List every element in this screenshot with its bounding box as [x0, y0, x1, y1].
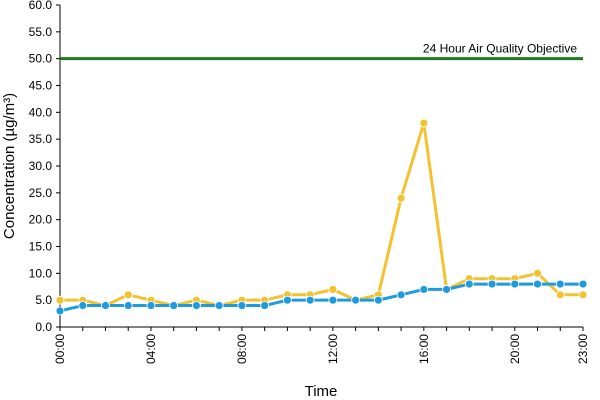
series-2-point: [55, 306, 65, 316]
series-1-point: [533, 268, 542, 278]
y-tick-label: 10.0: [29, 266, 53, 280]
series-2-point: [442, 285, 451, 294]
series-2-point: [419, 285, 429, 294]
series-2-point: [464, 279, 474, 289]
series-2-point: [328, 295, 338, 305]
series-2-point: [555, 279, 565, 289]
series-1-point: [578, 290, 588, 300]
y-tick-label: 15.0: [29, 240, 53, 254]
series-2-point: [101, 301, 110, 310]
y-tick-label: 0.0: [35, 320, 52, 334]
series-1-line: [60, 121, 583, 308]
y-axis-ticks: 0.0 5.0 10.0 15.0 20.0 25.0 30.0 35.0 40.0 45.0 50…: [29, 0, 60, 334]
series-1-point: [555, 290, 565, 300]
x-tick-label: 16:00: [417, 334, 431, 364]
y-tick-label: 45.0: [29, 79, 53, 93]
x-tick-label: 20:00: [508, 334, 522, 364]
x-tick-label: 04:00: [144, 334, 158, 364]
series-2-point: [146, 301, 156, 310]
series-2-point: [351, 295, 361, 305]
x-tick-label: 00:00: [53, 334, 67, 364]
series-2-point: [237, 301, 247, 310]
series-2-point: [192, 301, 201, 310]
series-2-point: [214, 301, 224, 310]
y-tick-label: 25.0: [29, 186, 53, 200]
y-tick-label: 30.0: [29, 159, 53, 173]
y-tick-label: 60.0: [29, 0, 53, 12]
series-2-point: [282, 295, 292, 305]
x-axis-title: Time: [305, 383, 338, 400]
series-2-point: [396, 290, 406, 300]
y-tick-label: 5.0: [35, 293, 52, 307]
series-2-point: [123, 301, 133, 310]
x-tick-label: 08:00: [235, 334, 249, 364]
x-tick-label: 23:00: [576, 334, 590, 364]
reference-line-group: 24 Hour Air Quality Objective: [60, 42, 583, 61]
y-tick-label: 50.0: [29, 52, 53, 66]
series-2-point: [260, 301, 270, 310]
y-axis-title: Concentration (µg/m³): [1, 93, 18, 239]
series-1-point: [123, 290, 133, 300]
series-1-point: [419, 118, 429, 128]
y-tick-label: 40.0: [29, 105, 53, 119]
series-1-point: [328, 285, 338, 294]
y-tick-label: 55.0: [29, 25, 53, 39]
series-2-point: [373, 295, 383, 305]
y-tick-label: 20.0: [29, 213, 53, 227]
x-axis-ticks: 00:00 04:00 08:00 12:00 16:00 20:00 23:00: [53, 327, 590, 364]
series-2-point: [510, 279, 520, 289]
series-1-point: [55, 295, 65, 305]
series-2-point: [78, 301, 88, 310]
series-2-point: [578, 279, 588, 289]
x-tick-label: 12:00: [326, 334, 340, 364]
series-2-point: [487, 279, 497, 289]
series-2-point: [169, 301, 179, 310]
series-2-point: [305, 295, 315, 305]
y-tick-label: 35.0: [29, 132, 53, 146]
series-group: [55, 118, 588, 316]
air-quality-objective-label: 24 Hour Air Quality Objective: [423, 42, 577, 56]
series-1-point: [396, 193, 406, 203]
series-2-point: [533, 279, 542, 289]
